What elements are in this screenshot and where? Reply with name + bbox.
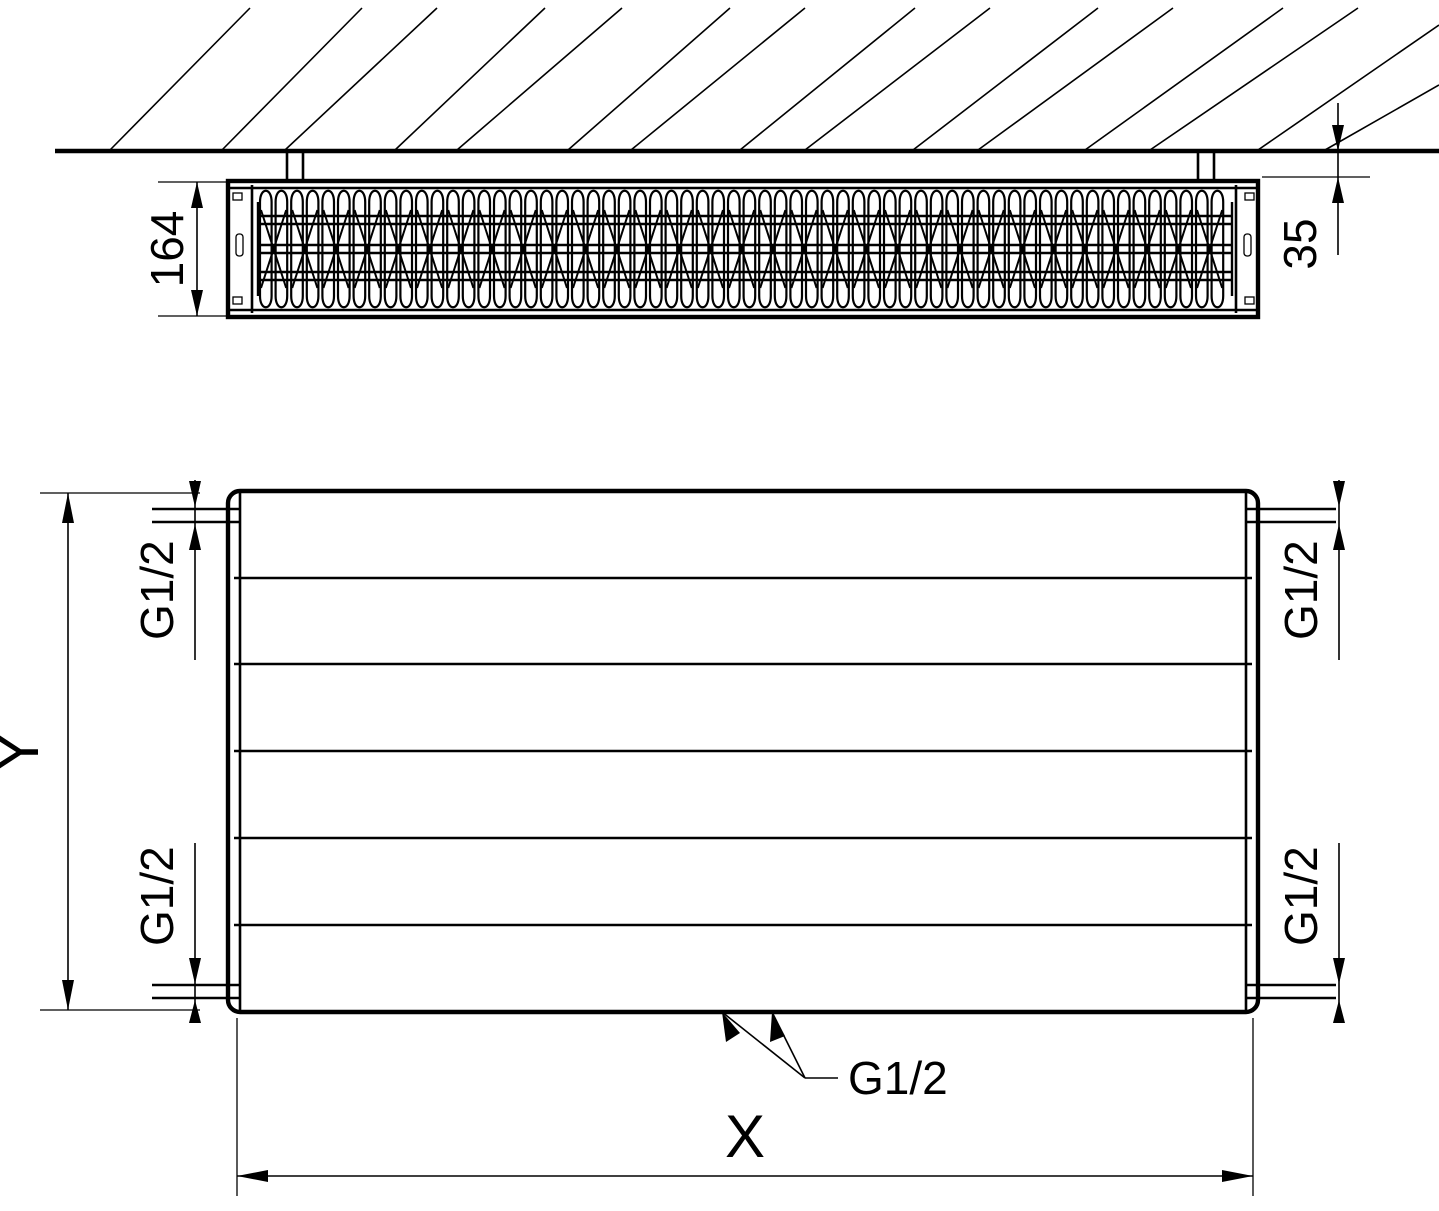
connection-stub-bottom-right: [1246, 983, 1336, 1000]
dimension-value-depth: 164: [141, 211, 193, 288]
wall-hatching: [109, 7, 1439, 151]
callout-g12-text: G1/2: [848, 1052, 948, 1104]
dimension-value-wallgap: 35: [1274, 218, 1326, 269]
radiator-panel-outline: [225, 488, 1261, 1015]
label-g12-bottom-left: G1/2: [131, 843, 201, 1023]
label-g12-top-left-text: G1/2: [131, 540, 183, 640]
dimension-height-Y: Y: [0, 492, 200, 1011]
label-g12-top-left: G1/2: [131, 480, 201, 660]
dimension-value-width: X: [725, 1103, 765, 1170]
label-g12-top-right: G1/2: [1275, 480, 1345, 660]
front-elevation-view: G1/2 G1/2 G1/2 G1/2: [0, 480, 1345, 1196]
label-g12-bottom-right-text: G1/2: [1275, 846, 1327, 946]
wall-bracket-left: [285, 151, 305, 181]
dimension-depth-164: 164: [141, 181, 252, 317]
label-g12-bottom-right: G1/2: [1275, 843, 1345, 1023]
dimension-value-height: Y: [0, 732, 51, 772]
connection-stub-bottom-left: [152, 983, 240, 1000]
radiator-section-body: [225, 178, 1261, 320]
connection-stub-top-left: [152, 507, 240, 524]
callout-g12-leader: G1/2: [721, 1011, 948, 1104]
dimension-width-X: X: [236, 1018, 1254, 1196]
connection-stub-top-right: [1246, 507, 1336, 524]
panel-band-dividers: [234, 576, 1252, 927]
wall-bracket-right: [1196, 151, 1216, 181]
label-g12-bottom-left-text: G1/2: [131, 846, 183, 946]
convector-fin-pack: [256, 189, 1234, 309]
side-section-view: 164 35: [55, 7, 1439, 320]
dimension-wallgap-35: 35: [1262, 103, 1370, 270]
label-g12-top-right-text: G1/2: [1275, 540, 1327, 640]
